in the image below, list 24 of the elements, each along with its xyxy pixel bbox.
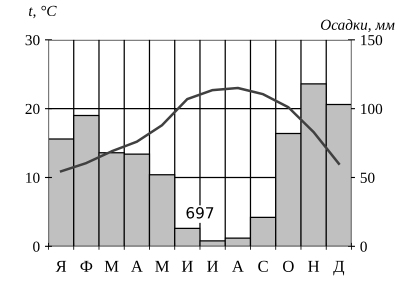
x-tick-label: Я: [56, 260, 66, 272]
x-tick-label: М: [155, 260, 170, 272]
y-tick-label: 0: [33, 241, 40, 252]
x-tick-label: О: [283, 260, 294, 272]
x-tick-label: А: [131, 260, 143, 272]
x-tick-label: А: [232, 260, 244, 272]
y-axis-title: t, °C: [29, 6, 57, 18]
y2-tick-label: 100: [361, 104, 382, 114]
annotation: 697: [186, 207, 214, 219]
y2-tick-label: 50: [360, 172, 375, 183]
y-tick-label: 30: [26, 34, 40, 46]
y2-axis-title: Осадки, мм: [320, 19, 395, 32]
x-tick-label: И: [182, 260, 193, 272]
y-tick-label: 10: [26, 172, 40, 183]
x-tick-label: И: [207, 260, 218, 272]
y-tick-label: 20: [26, 104, 40, 114]
x-tick-label: Д: [333, 260, 344, 276]
x-tick-label: Н: [308, 260, 320, 272]
y2-tick-label: 0: [360, 241, 367, 252]
y2-tick-label: 150: [361, 34, 382, 46]
x-tick-label: С: [258, 260, 268, 272]
x-tick-label: Ф: [80, 260, 92, 272]
line-series: [60, 86, 340, 173]
x-tick-label: М: [104, 260, 119, 272]
